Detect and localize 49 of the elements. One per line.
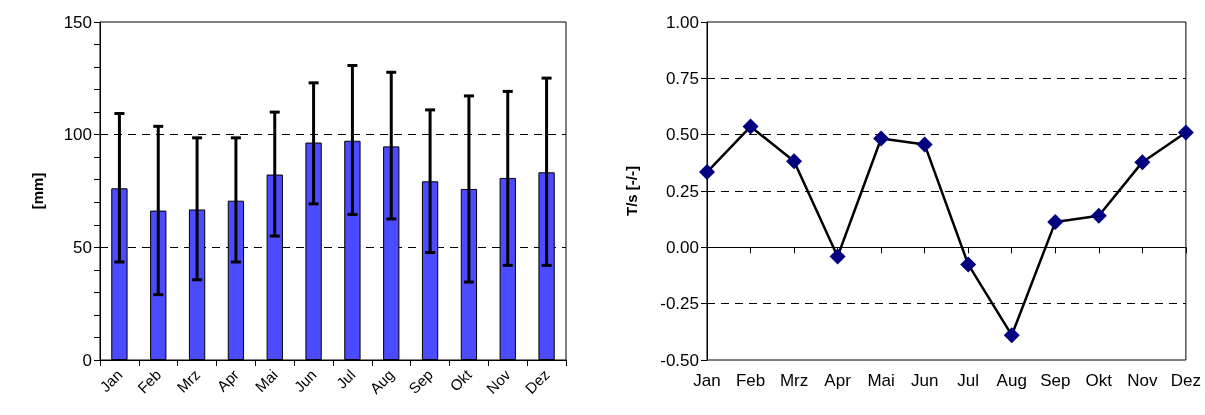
x-tick-label: Nov: [482, 365, 515, 397]
x-tick-label: Mai: [251, 365, 281, 396]
point: [1134, 154, 1151, 171]
x-tick-label: Jun: [290, 365, 320, 396]
x-tick-label: Jul: [957, 371, 980, 390]
y-axis-title: T/s [-/-]: [623, 166, 640, 216]
x-tick-label: Feb: [133, 365, 165, 397]
x-tick-label: Apr: [213, 365, 242, 395]
x-tick-label: Okt: [1085, 371, 1113, 390]
x-tick-label: Mrz: [173, 365, 204, 396]
y-tick-label: -0.50: [660, 350, 699, 370]
y-tick-label: 0.00: [665, 237, 699, 257]
y-tick-label: 0.25: [665, 181, 699, 201]
x-tick-label: Jun: [910, 371, 939, 390]
y-tick-label: 100: [63, 125, 92, 145]
x-tick-label: Dez: [1170, 371, 1201, 390]
x-tick-label: Mai: [867, 371, 895, 390]
point: [1047, 214, 1064, 231]
x-tick-label: Mrz: [779, 371, 809, 390]
point: [873, 130, 890, 147]
y-tick-label: 50: [73, 237, 92, 257]
point: [960, 256, 977, 273]
y-tick-label: -0.25: [660, 294, 699, 314]
point: [699, 164, 715, 181]
x-tick-label: Jan: [693, 371, 721, 390]
point: [1003, 327, 1020, 344]
x-tick-label: Sep: [405, 365, 437, 397]
x-tick-label: Dez: [521, 365, 553, 397]
y-tick-label: 1.00: [665, 12, 699, 32]
point: [742, 118, 759, 135]
y-tick-label: 0.75: [665, 68, 699, 88]
y-tick-label: 0.50: [665, 125, 699, 145]
y-tick-label: 150: [63, 12, 92, 32]
x-tick-label: Jan: [96, 365, 126, 396]
point: [829, 248, 846, 265]
x-tick-label: Feb: [735, 371, 766, 390]
x-tick-label: Okt: [446, 365, 476, 395]
point: [1177, 124, 1194, 141]
point: [1090, 207, 1107, 224]
x-tick-label: Sep: [1040, 371, 1071, 390]
x-tick-label: Apr: [824, 371, 852, 390]
point: [916, 136, 933, 153]
x-tick-label: Aug: [996, 371, 1027, 390]
point: [786, 153, 803, 170]
y-tick-label: 0: [82, 350, 92, 370]
x-tick-label: Aug: [366, 365, 398, 397]
x-tick-label: Nov: [1127, 371, 1158, 390]
x-tick-label: Jul: [332, 365, 359, 392]
y-axis-title: [mm]: [29, 172, 46, 210]
